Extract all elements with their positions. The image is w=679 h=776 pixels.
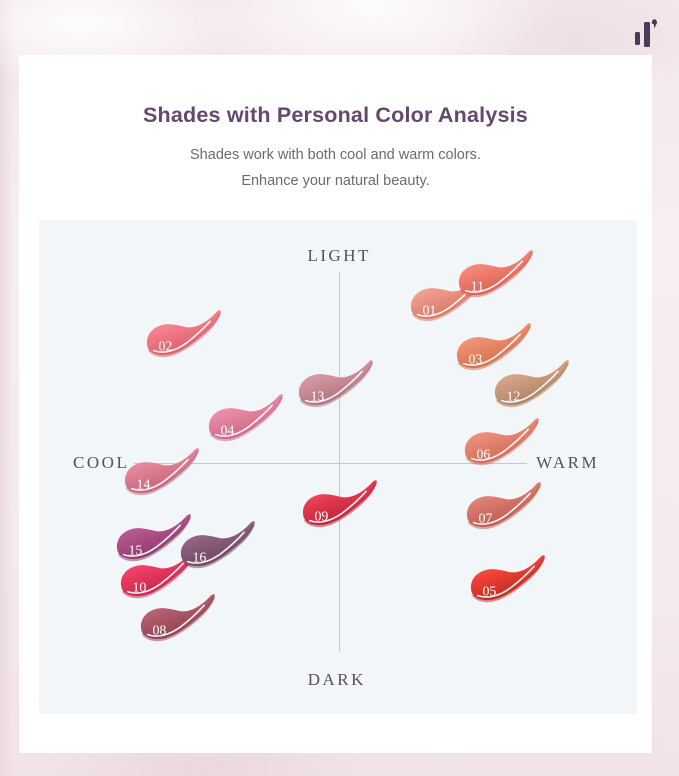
axis-label-light: LIGHT <box>307 245 371 265</box>
smear-gloss-highlight <box>130 458 189 491</box>
shade-swatch-02: 02 <box>139 307 227 366</box>
smear-shape <box>298 359 373 405</box>
shade-swatch-04: 04 <box>201 391 289 450</box>
smear-shadow-edge <box>460 252 533 298</box>
shade-number: 10 <box>132 581 146 596</box>
smear-shadow-edge <box>126 450 199 495</box>
subtitle-line-1: Shades work with both cool and warm colo… <box>190 147 481 163</box>
shade-number: 07 <box>478 512 492 527</box>
smear-gloss-highlight <box>500 370 559 403</box>
axis-label-dark: DARK <box>307 670 366 690</box>
smear-shape <box>120 551 195 597</box>
shade-number: 05 <box>482 585 496 600</box>
smear-gloss-highlight <box>470 428 529 461</box>
shade-number: 08 <box>152 624 166 639</box>
shade-number: 15 <box>128 544 142 559</box>
content-card: Shades with Personal Color Analysis Shad… <box>19 55 652 753</box>
smear-shape <box>302 480 377 526</box>
shade-quadrant-chart: LIGHT DARK COOL WARM 01 02 03 04 05 06 07 08 09 1… <box>39 220 637 714</box>
smear-shadow-edge <box>118 517 191 562</box>
smear-shadow-edge <box>300 362 373 407</box>
shade-number: 16 <box>192 551 206 566</box>
shade-number: 02 <box>158 340 172 355</box>
horizontal-axis-line <box>134 462 527 464</box>
shade-swatch-08: 08 <box>133 590 221 649</box>
shade-number: 04 <box>220 424 234 439</box>
smear-shape <box>146 310 221 356</box>
smear-shape <box>470 555 545 601</box>
subtitle-line-2: Enhance your natural beauty. <box>241 173 430 189</box>
brand-bars-icon <box>635 19 657 47</box>
smear-shadow-edge <box>210 396 283 442</box>
smear-shape <box>208 394 283 440</box>
smear-shadow-edge <box>496 362 569 407</box>
shade-number: 13 <box>310 389 324 404</box>
shade-swatch-05: 05 <box>463 552 551 611</box>
shade-number: 14 <box>136 477 150 492</box>
shade-swatch-14: 14 <box>117 444 205 503</box>
smear-shape <box>466 482 541 528</box>
smear-shape <box>124 448 199 493</box>
smear-gloss-highlight <box>462 333 521 366</box>
smear-shadow-edge <box>182 523 255 569</box>
shade-number: 01 <box>422 303 436 318</box>
smear-shadow-edge <box>468 485 541 530</box>
shade-number: 03 <box>468 353 482 368</box>
smear-gloss-highlight <box>146 604 205 637</box>
axis-label-cool: COOL <box>73 453 130 473</box>
smear-shape <box>456 323 531 369</box>
shade-number: 11 <box>471 280 484 295</box>
smear-shadow-edge <box>458 325 531 371</box>
vertical-axis-line <box>339 271 341 652</box>
smear-shadow-edge <box>142 596 215 642</box>
smear-shadow-edge <box>472 558 545 603</box>
smear-gloss-highlight <box>308 490 367 523</box>
shade-swatch-12: 12 <box>487 356 575 415</box>
axis-label-warm: WARM <box>536 453 600 473</box>
smear-shadow-edge <box>304 482 377 528</box>
shade-number: 12 <box>506 389 520 404</box>
smear-shape <box>180 521 255 566</box>
smear-gloss-highlight <box>122 524 181 558</box>
smear-shape <box>140 594 215 640</box>
smear-shadow-edge <box>148 313 221 358</box>
smear-gloss-highlight <box>152 320 211 354</box>
shade-number: 06 <box>476 447 490 462</box>
shade-swatch-09: 09 <box>295 476 383 535</box>
smear-shape <box>494 359 569 405</box>
smear-gloss-highlight <box>186 531 245 564</box>
shade-swatch-13: 13 <box>291 356 379 415</box>
shade-number: 09 <box>314 510 328 525</box>
smear-gloss-highlight <box>472 492 531 526</box>
smear-gloss-highlight <box>126 561 185 594</box>
shade-swatch-06: 06 <box>457 414 545 473</box>
smear-shape <box>464 417 539 463</box>
shade-swatch-10: 10 <box>113 547 201 606</box>
smear-gloss-highlight <box>476 565 535 599</box>
smear-shape <box>458 250 533 296</box>
smear-shape <box>116 514 191 560</box>
shade-swatch-03: 03 <box>449 320 537 379</box>
smear-shadow-edge <box>466 420 539 465</box>
page-title: Shades with Personal Color Analysis <box>143 103 528 127</box>
smear-gloss-highlight <box>464 260 523 293</box>
smear-gloss-highlight <box>304 370 363 403</box>
shade-swatch-07: 07 <box>459 479 547 538</box>
shade-swatch-15: 15 <box>109 511 197 570</box>
smear-shape <box>410 273 485 319</box>
shade-swatch-11: 11 <box>451 246 539 305</box>
smear-gloss-highlight <box>214 404 273 437</box>
shade-swatch-16: 16 <box>173 517 261 576</box>
